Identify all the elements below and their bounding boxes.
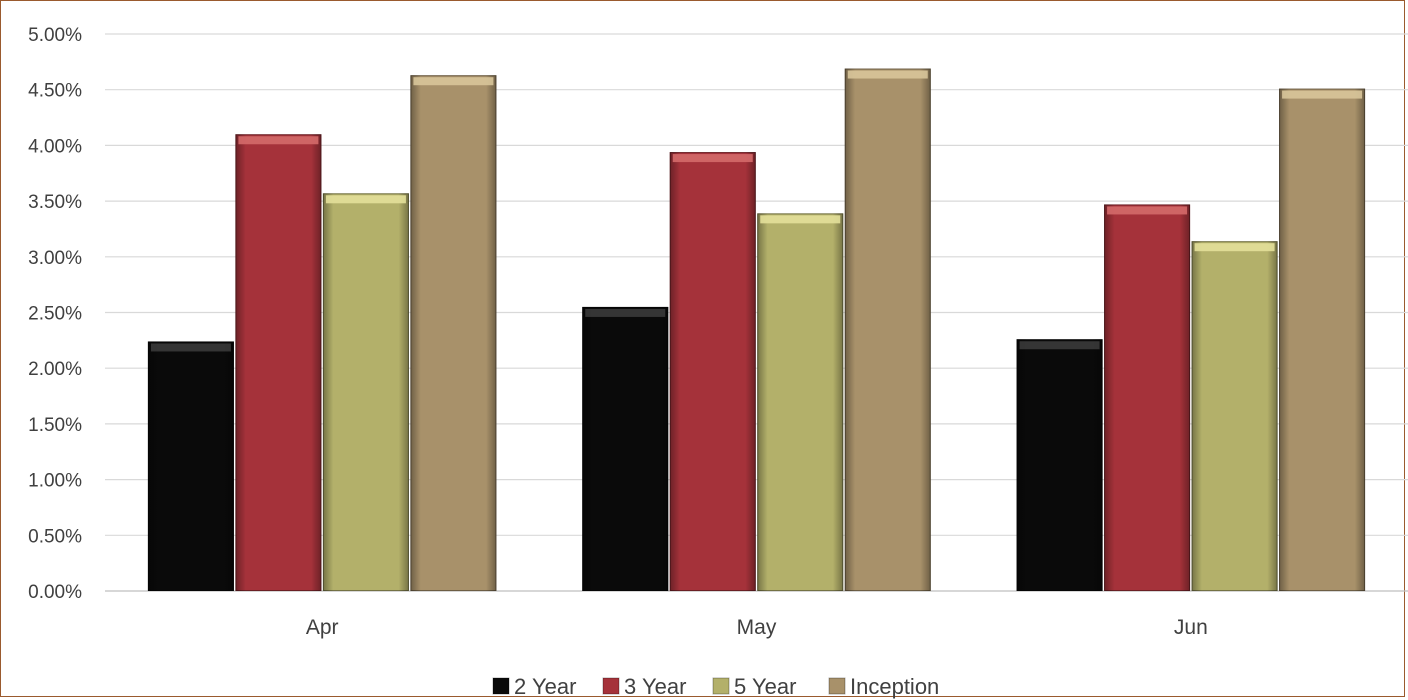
bar-jun-3-year bbox=[1104, 204, 1191, 592]
x-category-label: Apr bbox=[306, 616, 339, 639]
y-tick-label: 4.50% bbox=[28, 81, 82, 102]
bar-shade bbox=[410, 75, 497, 591]
bar-cap bbox=[413, 77, 494, 86]
bar-cap bbox=[325, 195, 406, 204]
legend: 2 Year 3 Year 5 Year Inception bbox=[492, 674, 939, 699]
bar-outline bbox=[1279, 88, 1366, 591]
bar-shade bbox=[1016, 339, 1103, 591]
bar-may-inception bbox=[844, 68, 931, 591]
bar-cap bbox=[1282, 90, 1363, 99]
bar-outline bbox=[235, 134, 322, 591]
legend-label: 3 Year bbox=[624, 674, 686, 699]
y-tick-label: 0.00% bbox=[28, 582, 82, 603]
bar-jun-5-year bbox=[1191, 241, 1278, 592]
bar-shade bbox=[669, 152, 756, 592]
bar-jun-2-year bbox=[1016, 339, 1103, 591]
bar-outline bbox=[1191, 241, 1278, 591]
legend-item-3-year: 3 Year bbox=[602, 674, 686, 699]
y-tick-label: 2.50% bbox=[28, 304, 82, 325]
y-tick-label: 4.00% bbox=[28, 136, 82, 157]
bar-cap bbox=[847, 70, 928, 79]
bar-outline bbox=[147, 341, 234, 591]
legend-label: 5 Year bbox=[734, 674, 796, 699]
bar-shade bbox=[322, 193, 409, 591]
bar-shade bbox=[235, 134, 322, 591]
x-category-label: May bbox=[737, 616, 777, 639]
bar-outline bbox=[757, 213, 844, 591]
y-tick-label: 1.50% bbox=[28, 415, 82, 436]
x-axis: Apr May Jun bbox=[306, 616, 1208, 639]
bar-shade bbox=[844, 68, 931, 591]
gridlines bbox=[105, 33, 1408, 592]
bar-outline bbox=[410, 75, 497, 591]
y-tick-label: 5.00% bbox=[28, 25, 82, 46]
legend-label: 2 Year bbox=[514, 674, 576, 699]
legend-swatch bbox=[602, 677, 620, 695]
bar-cap bbox=[1194, 243, 1275, 252]
bar-cap bbox=[1019, 341, 1100, 350]
bar-outline bbox=[1104, 204, 1191, 592]
y-tick-label: 3.00% bbox=[28, 248, 82, 269]
y-tick-label: 3.50% bbox=[28, 192, 82, 213]
bar-cap bbox=[150, 343, 231, 352]
bar-may-3-year bbox=[669, 152, 756, 592]
bar-apr-5-year bbox=[322, 193, 409, 591]
bar-cap bbox=[238, 136, 319, 145]
bar-outline bbox=[1016, 339, 1103, 591]
bar-shade bbox=[757, 213, 844, 591]
bar-apr-3-year bbox=[235, 134, 322, 591]
bar-apr-inception bbox=[410, 75, 497, 591]
bar-apr-2-year bbox=[147, 341, 234, 591]
bar-shade bbox=[582, 306, 669, 591]
legend-swatch bbox=[828, 677, 846, 695]
bars bbox=[147, 68, 1366, 592]
bar-outline bbox=[844, 68, 931, 591]
bar-cap bbox=[1107, 206, 1188, 215]
y-tick-label: 0.50% bbox=[28, 526, 82, 547]
legend-swatch bbox=[492, 677, 510, 695]
bar-outline bbox=[669, 152, 756, 591]
y-tick-label: 1.00% bbox=[28, 471, 82, 492]
legend-item-inception: Inception bbox=[828, 674, 939, 699]
y-axis: 0.00% 0.50% 1.00% 1.50% 2.00% 2.50% 3.00% 3.50%… bbox=[28, 25, 82, 603]
legend-item-5-year: 5 Year bbox=[712, 674, 796, 699]
bar-may-5-year bbox=[757, 213, 844, 591]
y-tick-label: 2.00% bbox=[28, 359, 82, 380]
legend-swatch bbox=[712, 677, 730, 695]
bar-jun-inception bbox=[1279, 88, 1366, 591]
bar-shade bbox=[147, 341, 234, 591]
bar-shade bbox=[1191, 241, 1278, 592]
x-category-label: Jun bbox=[1174, 616, 1208, 639]
legend-label: Inception bbox=[850, 674, 939, 699]
legend-item-2-year: 2 Year bbox=[492, 674, 576, 699]
bar-outline bbox=[322, 193, 409, 591]
bar-shade bbox=[1104, 204, 1191, 591]
bar-may-2-year bbox=[582, 306, 669, 591]
bar-cap bbox=[672, 154, 753, 163]
bar-cap bbox=[760, 215, 841, 224]
bar-cap bbox=[585, 308, 666, 317]
bar-outline bbox=[582, 306, 669, 591]
bar-shade bbox=[1279, 88, 1366, 591]
